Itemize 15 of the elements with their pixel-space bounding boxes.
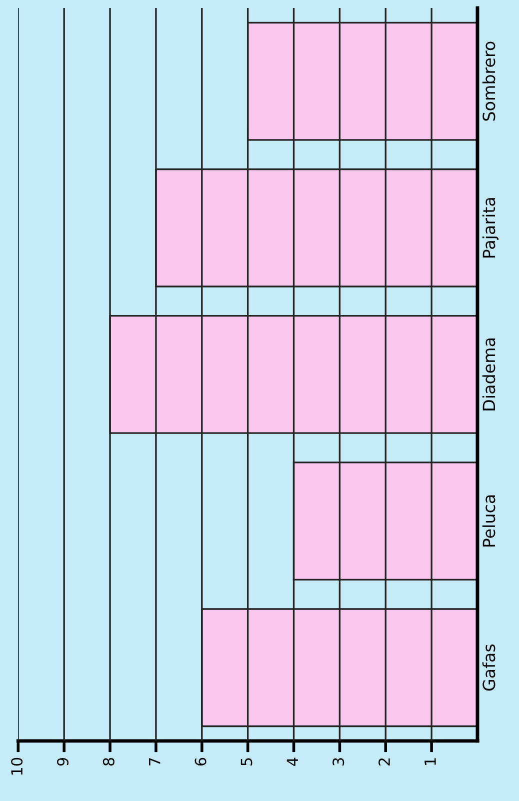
y-tick-label: Diadema [482,338,496,410]
x-tick-label: 6 [194,758,206,766]
x-tick-label: 2 [378,758,390,766]
x-tick-label: 8 [102,758,114,766]
y-tick-label: Pajarita [482,198,498,258]
x-tick-label: 4 [286,758,298,766]
x-tick-label: 7 [149,758,160,766]
x-tick-label: 5 [240,758,252,766]
y-tick-label: Peluca [482,495,496,547]
y-tick-label: Gafas [482,644,496,691]
x-tick-label: 9 [56,758,69,766]
y-tick-label: Sombrero [482,42,496,121]
x-tick-label: 3 [332,758,344,766]
x-tick-label: 10 [11,758,23,775]
x-tick-label: 1 [424,758,436,765]
